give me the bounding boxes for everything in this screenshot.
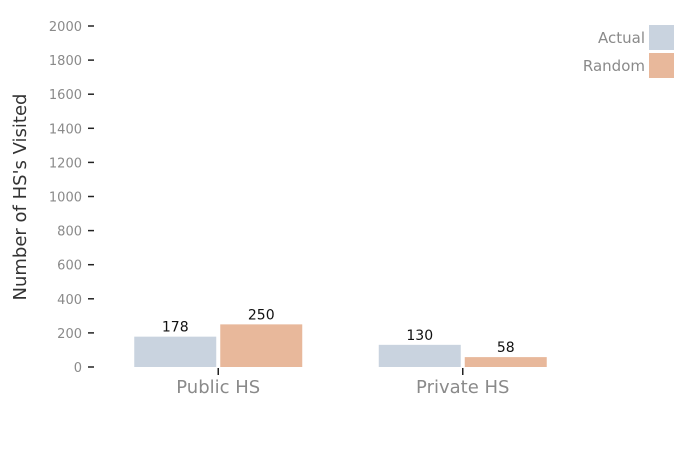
y-tick-label: 200: [57, 327, 82, 342]
y-tick-label: 400: [57, 293, 82, 308]
data-label: 58: [497, 340, 515, 356]
y-tick-label: 1800: [49, 54, 82, 69]
y-axis-title: Number of HS's Visited: [10, 94, 31, 301]
data-label: 130: [406, 328, 433, 344]
x-tick-label: Public HS: [176, 377, 260, 398]
y-tick-label: 1000: [49, 191, 82, 206]
bar-actual-0: [134, 336, 217, 367]
bar-actual-1: [378, 344, 461, 367]
x-axis: Public HS Private HS: [176, 368, 509, 398]
bar-random-1: [464, 357, 547, 367]
y-axis: 0 200 400 600 800 1000 1200 1400 1600 1800 2000: [49, 20, 94, 376]
data-label: 250: [248, 307, 275, 323]
y-tick-label: 1600: [49, 88, 82, 103]
y-tick-label: 0: [74, 361, 82, 376]
legend-swatch-actual: [649, 25, 674, 50]
legend-swatch-random: [649, 53, 674, 78]
data-label: 178: [162, 320, 189, 336]
y-tick-label: 2000: [49, 20, 82, 35]
bar-random-0: [220, 324, 303, 367]
y-tick-label: 600: [57, 259, 82, 274]
y-tick-label: 1200: [49, 156, 82, 171]
x-tick-label: Private HS: [416, 377, 509, 398]
y-tick-label: 1400: [49, 122, 82, 137]
legend-label: Actual: [598, 29, 645, 47]
legend: Actual Random: [583, 25, 674, 78]
legend-label: Random: [583, 57, 645, 75]
bars: 178 250 130 58: [134, 307, 547, 367]
y-tick-label: 800: [57, 225, 82, 240]
